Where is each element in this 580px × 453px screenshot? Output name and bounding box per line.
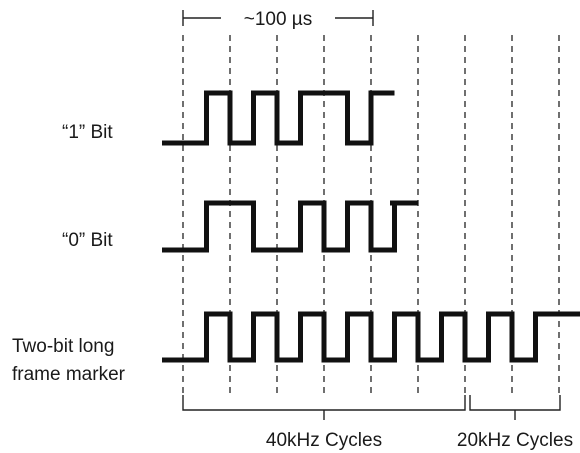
cycles-40khz-bracket: 40kHz Cycles xyxy=(182,395,466,451)
bracket-40khz-label: 40kHz Cycles xyxy=(266,430,382,451)
one-bit-label: “1” Bit xyxy=(62,122,113,143)
bracket-20khz-shape xyxy=(469,395,561,411)
time-span-label: ~100 µs xyxy=(244,9,313,30)
zero-bit-label: “0” Bit xyxy=(62,230,113,251)
zero-bit-waveform xyxy=(162,200,418,253)
one-bit-waveform xyxy=(162,90,395,146)
bracket-20khz-label: 20kHz Cycles xyxy=(457,430,573,451)
frame-marker-label-line1: Two-bit long xyxy=(12,336,114,357)
frame-marker-label-line2: frame marker xyxy=(12,364,126,385)
bracket-40khz-shape xyxy=(182,395,466,411)
cycles-20khz-bracket: 20kHz Cycles xyxy=(457,395,573,451)
frame-marker-waveform xyxy=(162,311,580,363)
time-span-marker: ~100 µs xyxy=(182,9,374,30)
